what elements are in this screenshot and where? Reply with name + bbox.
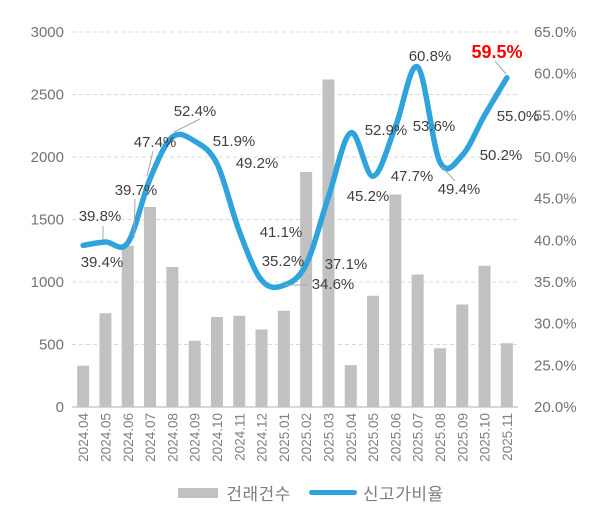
ratio-line bbox=[80, 64, 510, 291]
label-leader-line bbox=[441, 166, 456, 182]
x-axis-tick-label: 2024.04 bbox=[76, 413, 91, 462]
bar bbox=[121, 245, 134, 407]
data-label: 34.6% bbox=[312, 276, 355, 293]
legend: 건래건수 신고가비율 bbox=[0, 480, 604, 505]
label-leader-line bbox=[133, 198, 136, 239]
right-axis-tick-label: 25.0% bbox=[534, 357, 577, 374]
label-leader-line bbox=[494, 60, 507, 75]
bar bbox=[322, 79, 335, 407]
x-axis-tick-label: 2025.08 bbox=[433, 413, 448, 462]
x-axis-tick-label: 2025.09 bbox=[455, 413, 470, 462]
x-axis-tick-label: 2025.05 bbox=[366, 413, 381, 462]
data-label: 52.9% bbox=[365, 122, 408, 139]
data-label: 50.2% bbox=[480, 147, 523, 164]
bar bbox=[277, 310, 290, 407]
left-axis-tick-label: 1500 bbox=[31, 212, 64, 229]
data-label: 49.2% bbox=[236, 155, 279, 172]
bar bbox=[144, 207, 157, 407]
bar bbox=[99, 313, 112, 407]
x-axis-tick-label: 2025.02 bbox=[299, 413, 314, 462]
left-axis-tick-label: 500 bbox=[39, 337, 64, 354]
x-axis-tick-label: 2025.03 bbox=[321, 413, 336, 462]
right-axis-tick-label: 30.0% bbox=[534, 316, 577, 333]
right-axis-tick-label: 50.0% bbox=[534, 149, 577, 166]
left-axis-tick-label: 3000 bbox=[31, 24, 64, 41]
x-axis-tick-label: 2025.07 bbox=[411, 413, 426, 462]
emphasized-data-label: 59.5% bbox=[471, 42, 522, 62]
data-label: 60.8% bbox=[409, 48, 452, 65]
right-axis-tick-label: 20.0% bbox=[534, 399, 577, 416]
left-axis-tick-label: 2500 bbox=[31, 87, 64, 104]
bar bbox=[344, 365, 357, 407]
data-label: 51.9% bbox=[213, 133, 256, 150]
data-label: 39.4% bbox=[81, 254, 124, 271]
x-axis-tick-label: 2025.04 bbox=[344, 413, 359, 462]
right-axis-tick-label: 55.0% bbox=[534, 107, 577, 124]
bar bbox=[255, 329, 268, 407]
data-label: 49.4% bbox=[438, 181, 481, 198]
label-leader-line bbox=[146, 150, 154, 177]
x-axis-tick-label: 2024.07 bbox=[143, 413, 158, 462]
bar bbox=[210, 317, 223, 407]
x-axis-tick-label: 2024.12 bbox=[255, 413, 270, 462]
legend-bar-swatch bbox=[178, 487, 219, 498]
data-label: 45.2% bbox=[347, 188, 390, 205]
data-label: 41.1% bbox=[260, 224, 303, 241]
bar bbox=[77, 365, 90, 407]
legend-line-label: 신고가비율 bbox=[362, 485, 444, 504]
x-axis-tick-label: 2024.08 bbox=[165, 413, 180, 462]
right-axis-tick-label: 60.0% bbox=[534, 66, 577, 83]
legend-line-swatch bbox=[308, 490, 357, 495]
data-label: 37.1% bbox=[325, 256, 368, 273]
x-axis-tick-label: 2024.05 bbox=[98, 413, 113, 462]
data-label: 47.4% bbox=[134, 134, 177, 151]
data-label: 39.8% bbox=[79, 208, 122, 225]
x-axis-tick-label: 2024.06 bbox=[121, 413, 136, 462]
right-axis-tick-label: 40.0% bbox=[534, 232, 577, 249]
left-axis-tick-label: 0 bbox=[56, 399, 64, 416]
chart-canvas: 30002500200015001000500065.0%60.0%55.0%5… bbox=[31, 24, 577, 462]
data-label: 39.7% bbox=[115, 182, 158, 199]
bar bbox=[233, 315, 246, 407]
right-axis-tick-label: 45.0% bbox=[534, 191, 577, 208]
bar bbox=[433, 348, 446, 407]
x-axis-tick-label: 2024.11 bbox=[232, 413, 247, 461]
x-axis-tick-label: 2025.10 bbox=[478, 413, 493, 462]
bar bbox=[478, 265, 491, 407]
left-axis-tick-label: 2000 bbox=[31, 149, 64, 166]
right-axis-tick-label: 35.0% bbox=[534, 274, 577, 291]
bar bbox=[389, 194, 402, 407]
bar bbox=[166, 267, 179, 407]
right-axis-tick-label: 65.0% bbox=[534, 24, 577, 41]
data-label: 55.0% bbox=[497, 108, 540, 125]
bar bbox=[367, 295, 380, 407]
x-axis-tick-label: 2025.11 bbox=[500, 413, 515, 461]
x-axis-tick-label: 2024.10 bbox=[210, 413, 225, 462]
bar bbox=[188, 340, 201, 407]
bar bbox=[300, 172, 313, 407]
bar bbox=[411, 274, 424, 407]
x-axis-tick-label: 2025.06 bbox=[388, 413, 403, 462]
legend-bars-label: 건래건수 bbox=[226, 485, 291, 504]
data-label: 53.6% bbox=[413, 118, 456, 135]
data-label: 47.7% bbox=[391, 168, 434, 185]
x-axis-tick-label: 2024.09 bbox=[188, 413, 203, 462]
bar bbox=[500, 343, 513, 407]
data-label: 35.2% bbox=[262, 253, 305, 270]
bar bbox=[456, 304, 469, 407]
left-axis-tick-label: 1000 bbox=[31, 274, 64, 291]
label-leader-line bbox=[173, 118, 201, 133]
x-axis-tick-label: 2025.01 bbox=[277, 413, 292, 462]
data-label: 52.4% bbox=[174, 103, 217, 120]
